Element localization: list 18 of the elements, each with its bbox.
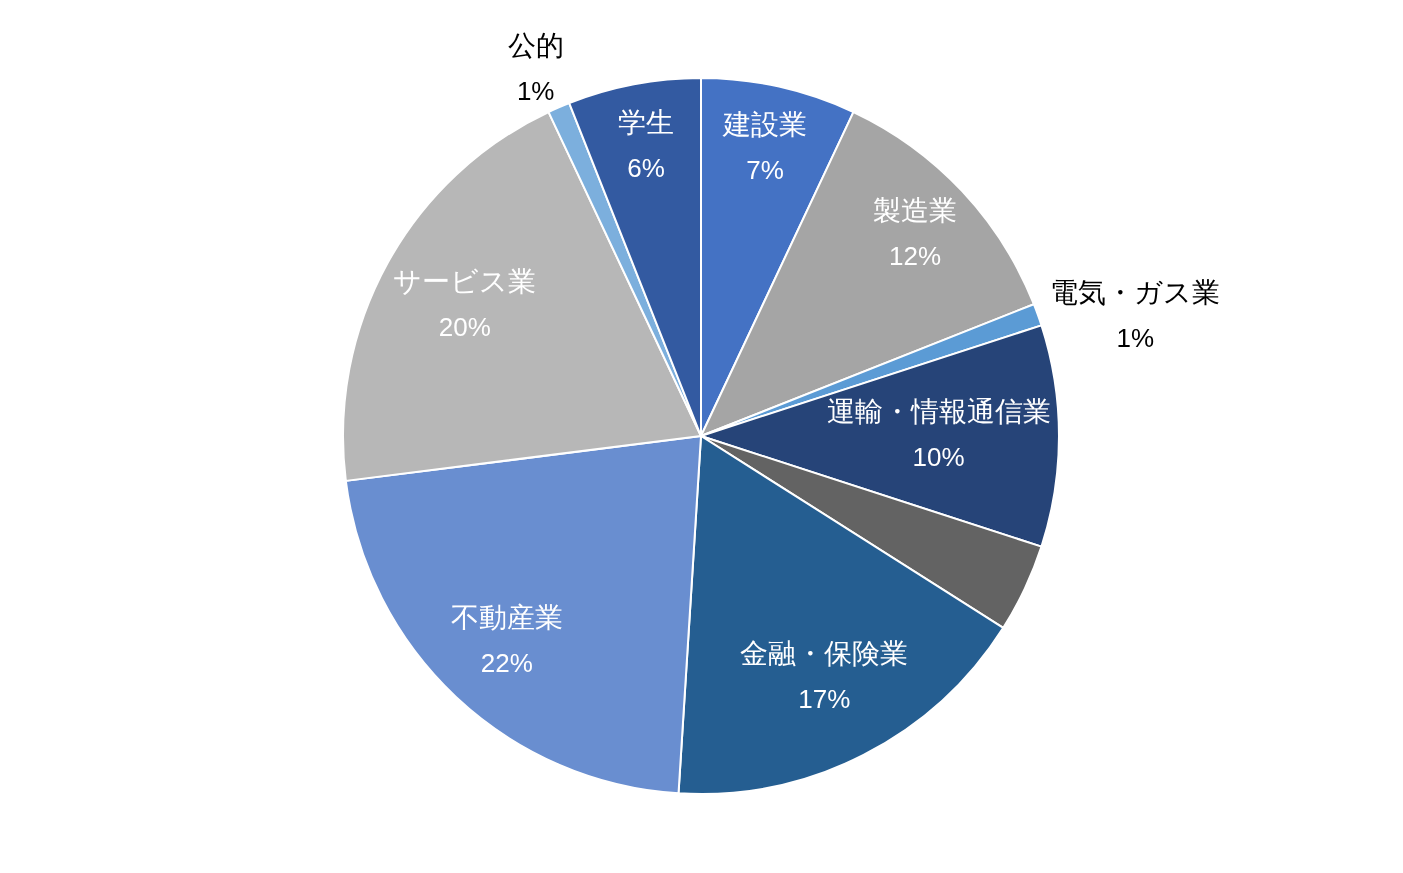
slice-label: サービス業 bbox=[393, 264, 537, 298]
data-label: 22% bbox=[480, 648, 533, 679]
data-label: 1% bbox=[516, 75, 555, 106]
slice-label: 建設業 bbox=[722, 108, 808, 142]
data-label: 12% bbox=[888, 240, 942, 271]
data-label: 6% bbox=[627, 153, 665, 184]
slice-label: 電気・ガス業 bbox=[1050, 276, 1221, 310]
slice-label: 製造業 bbox=[873, 193, 957, 227]
slice-label: 学生 bbox=[617, 106, 674, 140]
data-label: 7% bbox=[746, 155, 784, 186]
slice-label: 金融・保険業 bbox=[740, 636, 909, 670]
slice-label: 運輸・情報通信業 bbox=[826, 394, 1051, 428]
data-label: 20% bbox=[438, 311, 491, 342]
data-label: 17% bbox=[798, 683, 851, 714]
data-label: 10% bbox=[912, 441, 965, 472]
data-label: 1% bbox=[1116, 322, 1155, 353]
slice-label: 公的 bbox=[507, 28, 564, 62]
slice-label: 不動産業 bbox=[450, 601, 563, 635]
